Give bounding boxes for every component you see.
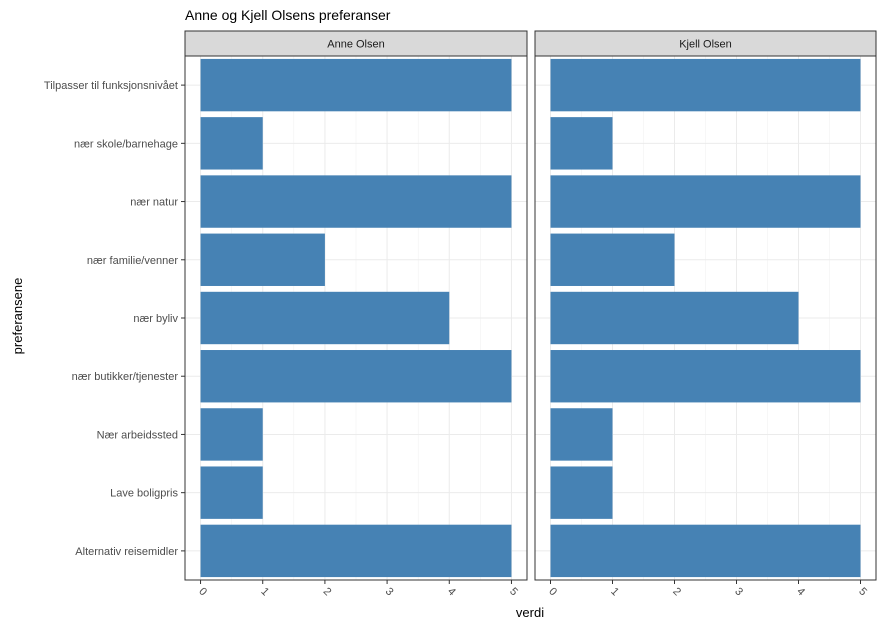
bar-anne-olsen-n-r-arbeidssted — [200, 408, 263, 461]
panel-border-kjell-olsen — [534, 55, 877, 581]
x-tick-label: 2 — [670, 585, 683, 598]
bar-kjell-olsen-tilpasser-til-funksjonsnivaet — [550, 58, 861, 112]
x-tick-label: 1 — [608, 585, 621, 598]
facet-strip-kjell-olsen — [534, 30, 877, 57]
facet-label-kjell-olsen: Kjell Olsen — [679, 39, 732, 51]
bar-kjell-olsen-n-r-natur — [550, 175, 861, 228]
bar-kjell-olsen-alternativ-reisemidler — [550, 524, 861, 578]
bar-kjell-olsen-n-r-butikker-tjenester — [550, 350, 861, 403]
bar-kjell-olsen-n-r-skole-barnehage — [550, 117, 613, 170]
y-axis-title: preferansene — [10, 278, 25, 355]
facet-label-anne-olsen: Anne Olsen — [327, 39, 384, 51]
bar-anne-olsen-n-r-byliv — [200, 291, 450, 345]
x-tick-label: 3 — [732, 585, 745, 598]
bar-kjell-olsen-lave-boligpris — [550, 466, 613, 519]
y-category-label: Nær arbeidssted — [97, 429, 178, 441]
bar-anne-olsen-alternativ-reisemidler — [200, 524, 512, 578]
y-category-label: nær butikker/tjenester — [72, 371, 179, 383]
y-category-label: Alternativ reisemidler — [75, 546, 178, 558]
y-category-label: nær skole/barnehage — [74, 138, 178, 150]
y-category-label: Tilpasser til funksjonsnivået — [44, 80, 178, 92]
x-tick-label: 3 — [383, 585, 396, 598]
x-tick-label: 5 — [856, 585, 869, 598]
y-category-label: nær natur — [130, 197, 178, 209]
bar-anne-olsen-n-r-skole-barnehage — [200, 117, 263, 170]
chart-title: Anne og Kjell Olsens preferanser — [185, 7, 391, 23]
bar-kjell-olsen-n-r-arbeidssted — [550, 408, 613, 461]
y-category-label: nær byliv — [133, 313, 178, 325]
x-tick-label: 4 — [445, 585, 458, 598]
bar-anne-olsen-n-r-butikker-tjenester — [200, 350, 512, 403]
y-category-label: nær familie/venner — [87, 255, 178, 267]
x-tick-label: 5 — [507, 585, 520, 598]
bar-anne-olsen-n-r-familie-venner — [200, 233, 325, 286]
bar-anne-olsen-lave-boligpris — [200, 466, 263, 519]
x-axis-title: verdi — [516, 605, 544, 620]
x-tick-label: 2 — [321, 585, 334, 598]
x-tick-label: 4 — [794, 585, 807, 598]
facet-panels: Anne Olsen 0 1 2 3 4 5 Tilpasser til funksjonsn… — [44, 30, 877, 598]
bar-anne-olsen-tilpasser-til-funksjonsnivaet — [200, 58, 512, 112]
bar-anne-olsen-n-r-natur — [200, 175, 512, 228]
x-tick-label: 0 — [546, 585, 559, 598]
y-category-label: Lave boligpris — [110, 488, 178, 500]
facet-strip-anne-olsen — [184, 30, 528, 57]
x-tick-label: 1 — [258, 585, 271, 598]
x-tick-label: 0 — [196, 585, 209, 598]
bar-kjell-olsen-n-r-byliv — [550, 291, 799, 345]
bar-kjell-olsen-n-r-familie-venner — [550, 233, 675, 286]
